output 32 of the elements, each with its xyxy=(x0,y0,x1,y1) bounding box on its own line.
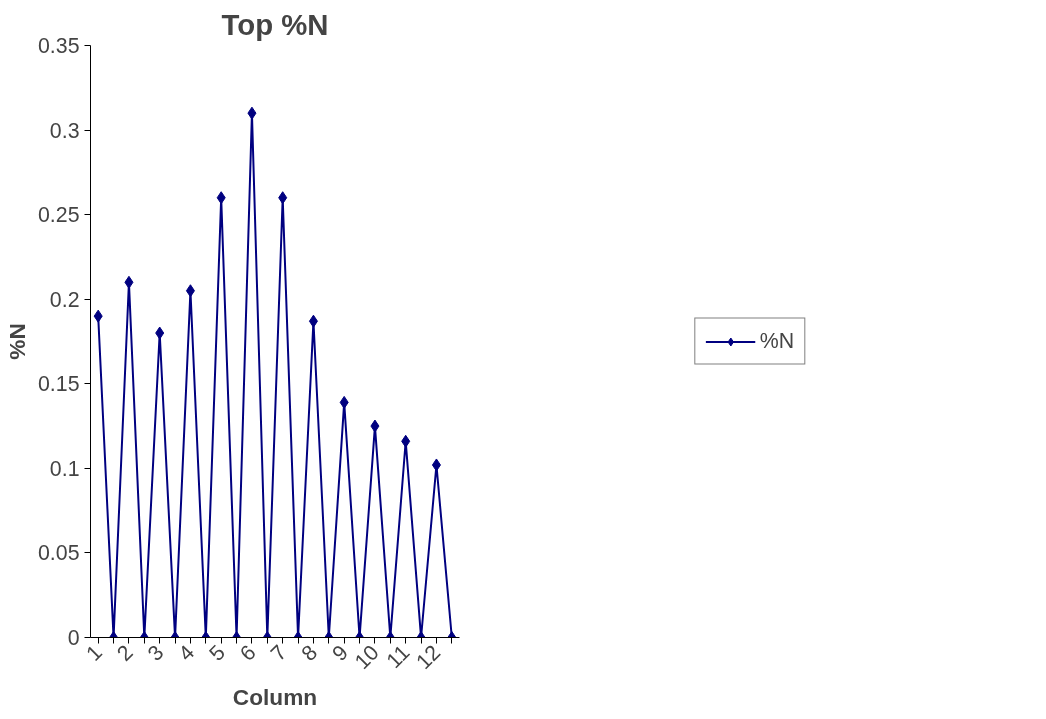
point xyxy=(155,326,165,340)
point xyxy=(339,395,349,409)
legend-label: %N xyxy=(759,328,795,354)
point xyxy=(431,458,441,472)
point xyxy=(247,106,257,120)
y-tick-label: 0.1 xyxy=(49,456,80,481)
point xyxy=(308,314,318,328)
y-tick-label: 0.3 xyxy=(49,118,80,143)
y-tick-label: 0 xyxy=(67,626,80,650)
x-tick-label: 4 xyxy=(173,640,200,666)
x-tick-label: 7 xyxy=(266,640,292,666)
y-tick-label: 0.25 xyxy=(37,203,80,228)
point xyxy=(93,309,103,323)
point xyxy=(370,419,380,433)
y-tick-label: 0.2 xyxy=(49,287,80,312)
x-tick-label: 1 xyxy=(81,640,108,666)
y-tick-label: 0.35 xyxy=(37,34,80,58)
x-tick-label: 3 xyxy=(143,640,169,666)
point xyxy=(401,434,411,448)
x-tick-label: 6 xyxy=(235,640,261,666)
point xyxy=(124,275,134,289)
x-tick-label: 5 xyxy=(204,640,231,666)
y-tick-label: 0.15 xyxy=(37,372,80,397)
y-tick-label: 0.05 xyxy=(37,541,80,566)
chart-title: Top %N xyxy=(221,7,329,41)
y-axis-title: %N xyxy=(3,323,30,360)
point xyxy=(185,284,195,298)
x-axis-title: Column xyxy=(232,683,318,710)
x-tick-label: 8 xyxy=(296,640,323,666)
x-tick-label: 2 xyxy=(112,640,138,666)
point xyxy=(216,191,226,205)
point xyxy=(278,191,288,205)
